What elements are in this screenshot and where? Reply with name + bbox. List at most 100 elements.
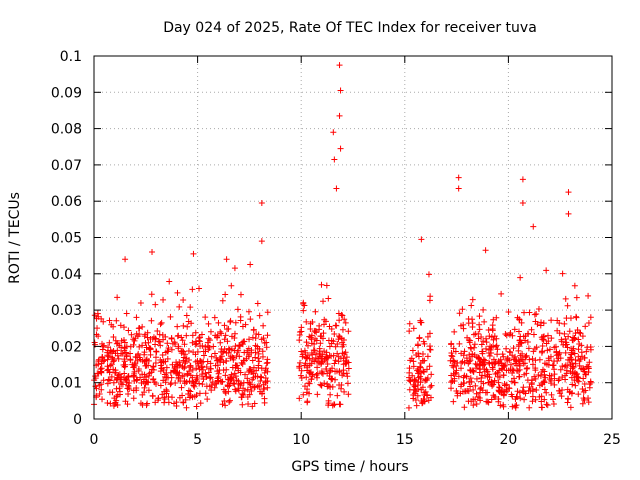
data-point (248, 347, 255, 354)
data-point (196, 285, 203, 292)
data-point (222, 390, 229, 397)
data-point (256, 312, 263, 319)
data-point (523, 352, 530, 359)
data-point (127, 350, 134, 357)
data-point (585, 320, 592, 327)
data-point (304, 352, 311, 359)
data-point (335, 332, 342, 339)
data-point (160, 336, 167, 343)
data-point (223, 350, 230, 357)
data-point (219, 401, 226, 408)
data-point (165, 399, 172, 406)
data-point (557, 390, 564, 397)
data-point (183, 332, 190, 339)
data-point (541, 360, 548, 367)
data-point (174, 333, 181, 340)
data-point (483, 339, 490, 346)
data-point (502, 361, 509, 368)
data-point (106, 339, 113, 346)
data-point (181, 341, 188, 348)
data-point (309, 357, 316, 364)
data-point (339, 326, 346, 333)
data-point (581, 354, 588, 361)
data-point (230, 354, 237, 361)
data-point (329, 375, 336, 382)
data-point (150, 376, 157, 382)
data-point (212, 380, 219, 387)
data-point (163, 364, 170, 371)
data-point (539, 404, 546, 411)
data-point (218, 353, 225, 360)
data-point (569, 369, 576, 376)
data-point (143, 378, 150, 385)
data-point (205, 320, 212, 327)
data-point (163, 390, 170, 397)
data-point (152, 399, 159, 406)
data-point (166, 278, 173, 285)
data-point (408, 355, 415, 362)
data-point (260, 381, 267, 388)
data-point (198, 371, 205, 378)
data-point (582, 387, 589, 394)
data-point (258, 238, 265, 245)
data-point (473, 390, 480, 397)
data-point (482, 389, 489, 396)
data-point (100, 318, 107, 325)
data-point (248, 387, 255, 394)
data-point (180, 399, 187, 406)
data-point (524, 365, 531, 372)
data-point (249, 357, 256, 364)
data-point (328, 326, 335, 333)
data-point (338, 335, 345, 342)
data-point (554, 358, 561, 365)
data-point (410, 363, 417, 370)
data-point (203, 373, 210, 380)
data-point (562, 376, 569, 383)
data-point (112, 401, 119, 408)
data-point (162, 373, 169, 380)
data-point (336, 317, 343, 324)
data-point (150, 363, 157, 370)
data-point (479, 359, 486, 366)
data-point (491, 393, 498, 400)
data-point (184, 323, 191, 330)
data-point (198, 331, 205, 338)
data-point (420, 338, 427, 345)
data-point (300, 391, 307, 398)
data-point (99, 353, 106, 360)
data-point (133, 314, 140, 321)
data-point (577, 356, 584, 363)
data-point (106, 317, 113, 324)
data-point (185, 347, 192, 354)
data-point (220, 359, 227, 366)
data-point (125, 382, 132, 389)
x-tick-label: 5 (193, 432, 202, 448)
data-point (114, 402, 121, 409)
data-point (132, 353, 139, 360)
data-point (223, 366, 230, 373)
x-tick-label: 10 (292, 432, 310, 448)
data-point (118, 337, 125, 344)
data-point (330, 129, 337, 136)
data-point (236, 353, 243, 360)
data-point (130, 336, 137, 343)
data-point (422, 388, 429, 395)
data-point (344, 373, 351, 380)
data-point (524, 339, 531, 346)
data-point (114, 376, 121, 383)
data-point (191, 393, 198, 400)
data-point (557, 366, 564, 373)
data-point (318, 368, 325, 375)
data-point (502, 330, 509, 337)
data-point (155, 395, 162, 402)
data-point (423, 366, 430, 373)
data-point (179, 347, 186, 354)
data-point (543, 389, 550, 396)
data-point (231, 347, 238, 354)
data-point (496, 374, 503, 381)
data-point (226, 398, 233, 405)
data-point (107, 350, 114, 357)
data-point (241, 338, 248, 345)
data-point (455, 373, 462, 380)
data-point (114, 347, 121, 354)
